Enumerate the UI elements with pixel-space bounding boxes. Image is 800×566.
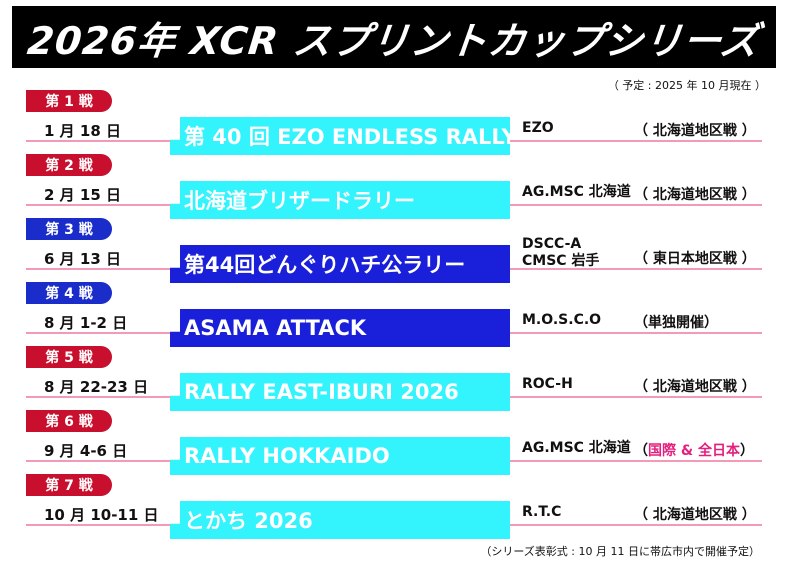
event-category: （ 北海道地区戦 ） [634, 123, 756, 139]
round-badge: 第 1 戦 [26, 90, 112, 112]
event-category: （ 東日本地区戦 ） [634, 251, 756, 267]
round-date: 6 月 13 日 [44, 250, 121, 268]
round-date: 9 月 4-6 日 [44, 442, 128, 460]
event-banner: ASAMA ATTACK [170, 309, 510, 347]
round-date: 1 月 18 日 [44, 122, 121, 140]
page-title: 2026年 XCR スプリントカップシリーズ [25, 18, 762, 63]
round-date: 8 月 1-2 日 [44, 314, 128, 332]
event-banner: 第 40 回 EZO ENDLESS RALLY [170, 117, 510, 155]
round-row: 第 7 戦 10 月 10-11 日 とかち 2026 R.T.C （ 北海道地… [0, 474, 800, 542]
event-name: とかち 2026 [184, 509, 313, 533]
paren-open: （ [634, 443, 648, 459]
event-category: （ 北海道地区戦 ） [634, 507, 756, 523]
round-badge: 第 7 戦 [26, 474, 112, 496]
round-badge: 第 3 戦 [26, 218, 112, 240]
organizer: AG.MSC 北海道 [522, 440, 631, 456]
event-name: ASAMA ATTACK [184, 316, 367, 340]
round-row: 第 5 戦 8 月 22-23 日 RALLY EAST-IBURI 2026 … [0, 346, 800, 414]
event-name: 第44回どんぐりハチ公ラリー [184, 253, 466, 277]
event-banner: RALLY HOKKAIDO [170, 437, 510, 475]
event-banner: 北海道ブリザードラリー [170, 181, 510, 219]
organizer: DSCC-A CMSC 岩手 [522, 236, 599, 270]
schedule-note: （ 予定 : 2025 年 10 月現在 ） [607, 79, 766, 92]
round-row: 第 2 戦 2 月 15 日 北海道ブリザードラリー AG.MSC 北海道 （ … [0, 154, 800, 222]
organizer-line: CMSC 岩手 [522, 253, 600, 269]
event-banner: RALLY EAST-IBURI 2026 [170, 373, 510, 411]
paren-close: ） [739, 443, 754, 459]
event-category: （単独開催） [634, 315, 718, 331]
organizer: R.T.C [522, 504, 562, 520]
organizer: AG.MSC 北海道 [522, 184, 631, 200]
round-row: 第 1 戦 1 月 18 日 第 40 回 EZO ENDLESS RALLY … [0, 90, 800, 158]
event-category: （ 北海道地区戦 ） [634, 187, 756, 203]
organizer-line: DSCC-A [522, 236, 582, 252]
organizer: EZO [522, 120, 554, 136]
round-badge: 第 2 戦 [26, 154, 112, 176]
title-bar: 2026年 XCR スプリントカップシリーズ [12, 6, 776, 68]
event-banner: とかち 2026 [170, 501, 510, 539]
event-name: RALLY HOKKAIDO [184, 444, 390, 468]
ceremony-note: （シリーズ表彰式 : 10 月 11 日に帯広市内で開催予定） [480, 545, 760, 558]
organizer: M.O.S.C.O [522, 312, 602, 328]
event-banner: 第44回どんぐりハチ公ラリー [170, 245, 510, 283]
round-date: 10 月 10-11 日 [44, 506, 159, 524]
organizer: ROC-H [522, 376, 573, 392]
event-name: 北海道ブリザードラリー [184, 189, 415, 213]
round-row: 第 6 戦 9 月 4-6 日 RALLY HOKKAIDO AG.MSC 北海… [0, 410, 800, 478]
round-date: 8 月 22-23 日 [44, 378, 149, 396]
round-row: 第 4 戦 8 月 1-2 日 ASAMA ATTACK M.O.S.C.O （… [0, 282, 800, 350]
event-category: （ 北海道地区戦 ） [634, 379, 756, 395]
round-date: 2 月 15 日 [44, 186, 121, 204]
event-name: RALLY EAST-IBURI 2026 [184, 380, 459, 404]
event-category-highlight: 国際 & 全日本 [648, 443, 740, 459]
round-badge: 第 4 戦 [26, 282, 112, 304]
event-name: 第 40 回 EZO ENDLESS RALLY [184, 125, 510, 149]
event-category: （国際 & 全日本） [634, 440, 754, 460]
round-badge: 第 5 戦 [26, 346, 112, 368]
round-row: 第 3 戦 6 月 13 日 第44回どんぐりハチ公ラリー DSCC-A CMS… [0, 218, 800, 286]
round-badge: 第 6 戦 [26, 410, 112, 432]
